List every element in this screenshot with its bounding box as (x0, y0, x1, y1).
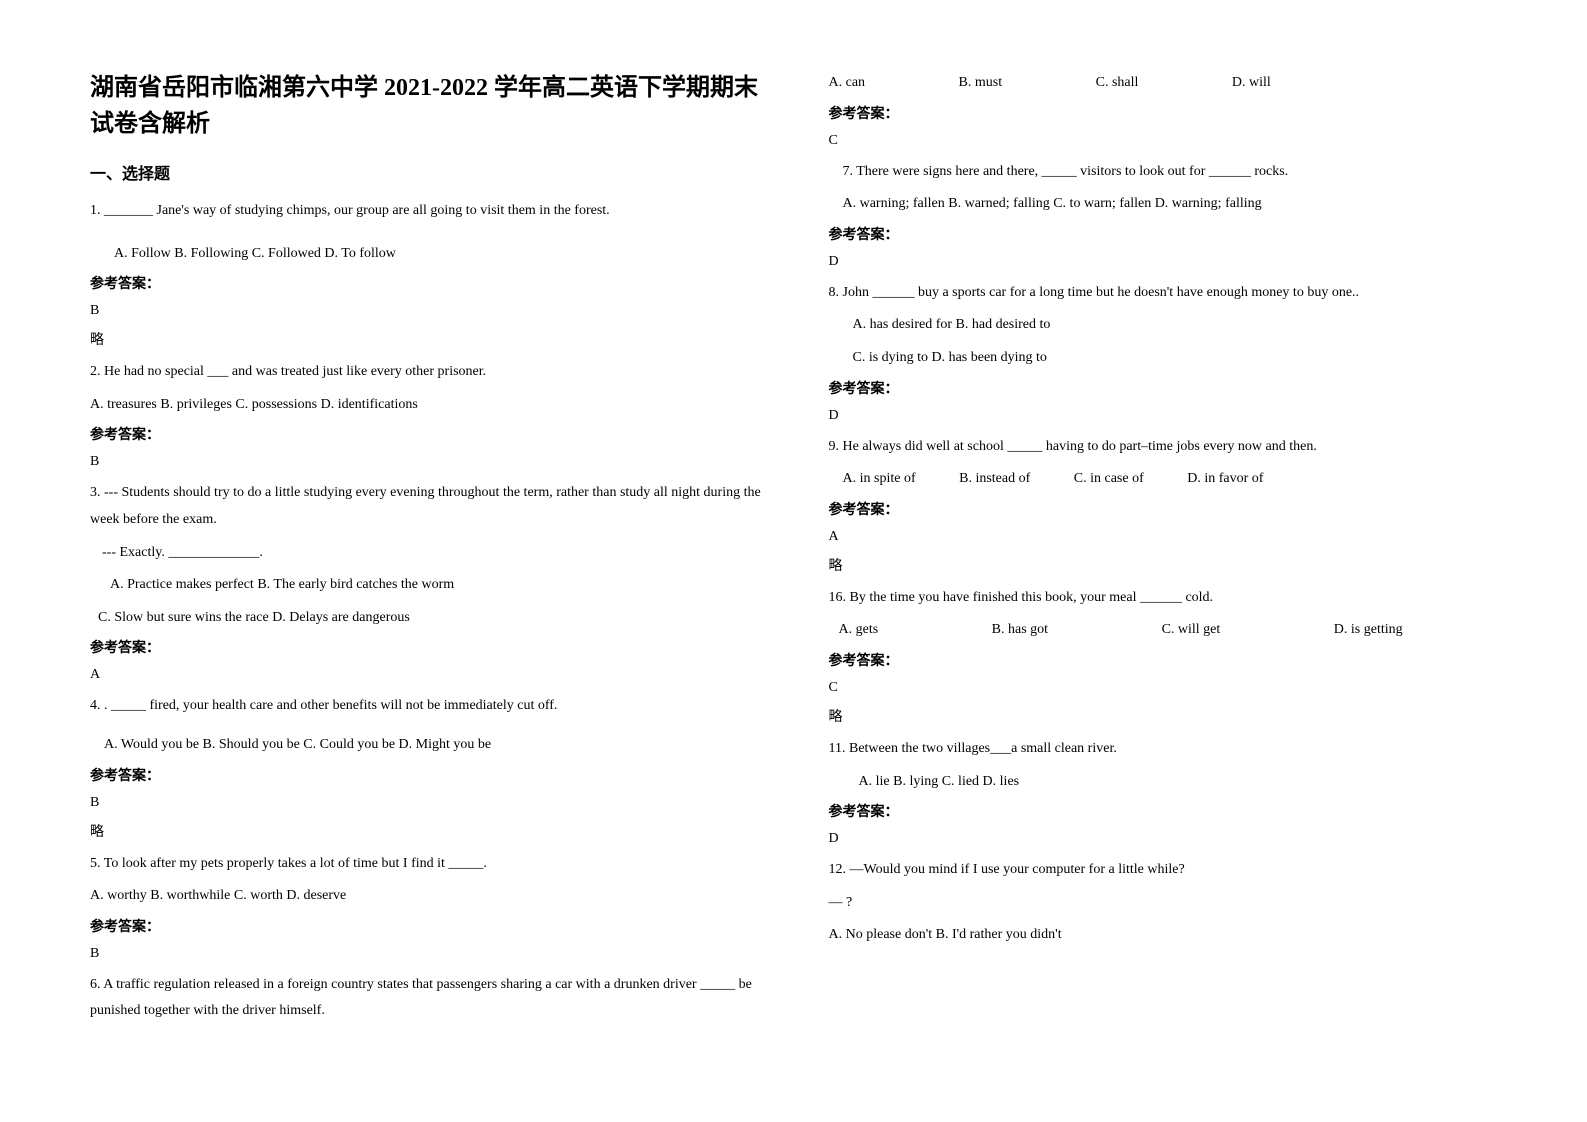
right-column: A. can B. must C. shall D. will 参考答案： C … (809, 70, 1528, 1082)
question-12-stem-1: 12. —Would you mind if I use your comput… (829, 857, 1528, 884)
question-5-options: A. worthy B. worthwhile C. worth D. dese… (90, 883, 769, 910)
question-3-stem-1: 3. --- Students should try to do a littl… (90, 480, 769, 533)
answer-label: 参考答案： (90, 637, 769, 657)
option-a: A. in spite of (843, 466, 916, 493)
section-heading: 一、选择题 (90, 160, 769, 184)
question-9-answer: A (829, 529, 1528, 545)
question-7-stem: 7. There were signs here and there, ____… (829, 159, 1528, 186)
question-2-options: A. treasures B. privileges C. possession… (90, 392, 769, 419)
omit-note: 略 (90, 821, 769, 841)
option-d: D. in favor of (1187, 466, 1263, 493)
question-9-stem: 9. He always did well at school _____ ha… (829, 434, 1528, 461)
question-12-options: A. No please don't B. I'd rather you did… (829, 922, 1528, 949)
option-c: C. in case of (1074, 466, 1144, 493)
exam-title: 湖南省岳阳市临湘第六中学 2021-2022 学年高二英语下学期期末试卷含解析 (90, 70, 769, 142)
answer-label: 参考答案： (829, 378, 1528, 398)
question-10-answer: C (829, 680, 1528, 696)
omit-note: 略 (90, 329, 769, 349)
answer-label: 参考答案： (90, 424, 769, 444)
answer-label: 参考答案： (829, 650, 1528, 670)
omit-note: 略 (829, 706, 1528, 726)
question-4-stem: 4. . _____ fired, your health care and o… (90, 693, 769, 720)
question-1-answer: B (90, 303, 769, 319)
question-2-stem: 2. He had no special ___ and was treated… (90, 359, 769, 386)
question-5-answer: B (90, 946, 769, 962)
question-11-options: A. lie B. lying C. lied D. lies (829, 769, 1528, 796)
question-10-stem: 16. By the time you have finished this b… (829, 585, 1528, 612)
option-b: B. has got (992, 617, 1048, 644)
option-d: D. is getting (1334, 617, 1403, 644)
question-8-stem: 8. John ______ buy a sports car for a lo… (829, 280, 1528, 307)
answer-label: 参考答案： (90, 273, 769, 293)
answer-label: 参考答案： (829, 499, 1528, 519)
question-8-options-2: C. is dying to D. has been dying to (829, 345, 1528, 372)
option-a: A. can (829, 70, 866, 97)
question-3-options-2: C. Slow but sure wins the race D. Delays… (90, 605, 769, 632)
question-9-options: A. in spite of B. instead of C. in case … (829, 466, 1528, 493)
question-3-options-1: A. Practice makes perfect B. The early b… (90, 572, 769, 599)
question-11-stem: 11. Between the two villages___a small c… (829, 736, 1528, 763)
question-7-options: A. warning; fallen B. warned; falling C.… (829, 191, 1528, 218)
answer-label: 参考答案： (829, 224, 1528, 244)
question-2-answer: B (90, 454, 769, 470)
question-8-answer: D (829, 408, 1528, 424)
option-c: C. shall (1096, 70, 1139, 97)
question-7-answer: D (829, 254, 1528, 270)
question-4-answer: B (90, 795, 769, 811)
question-6-answer: C (829, 133, 1528, 149)
question-6-options: A. can B. must C. shall D. will (829, 70, 1528, 97)
question-3-stem-2: --- Exactly. _____________. (90, 540, 769, 567)
question-8-options-1: A. has desired for B. had desired to (829, 312, 1528, 339)
answer-label: 参考答案： (829, 103, 1528, 123)
question-11-answer: D (829, 831, 1528, 847)
question-1-stem: 1. _______ Jane's way of studying chimps… (90, 198, 769, 225)
exam-page: 湖南省岳阳市临湘第六中学 2021-2022 学年高二英语下学期期末试卷含解析 … (0, 0, 1587, 1122)
option-d: D. will (1232, 70, 1271, 97)
option-b: B. instead of (959, 466, 1030, 493)
question-1-options: A. Follow B. Following C. Followed D. To… (90, 241, 769, 268)
omit-note: 略 (829, 555, 1528, 575)
answer-label: 参考答案： (90, 765, 769, 785)
question-12-stem-2: — ? (829, 890, 1528, 917)
question-3-answer: A (90, 667, 769, 683)
option-a: A. gets (839, 617, 879, 644)
answer-label: 参考答案： (829, 801, 1528, 821)
question-4-options: A. Would you be B. Should you be C. Coul… (90, 732, 769, 759)
option-c: C. will get (1162, 617, 1221, 644)
answer-label: 参考答案： (90, 916, 769, 936)
question-6-stem: 6. A traffic regulation released in a fo… (90, 972, 769, 1025)
question-5-stem: 5. To look after my pets properly takes … (90, 851, 769, 878)
question-10-options: A. gets B. has got C. will get D. is get… (829, 617, 1528, 644)
option-b: B. must (959, 70, 1003, 97)
left-column: 湖南省岳阳市临湘第六中学 2021-2022 学年高二英语下学期期末试卷含解析 … (90, 70, 809, 1082)
